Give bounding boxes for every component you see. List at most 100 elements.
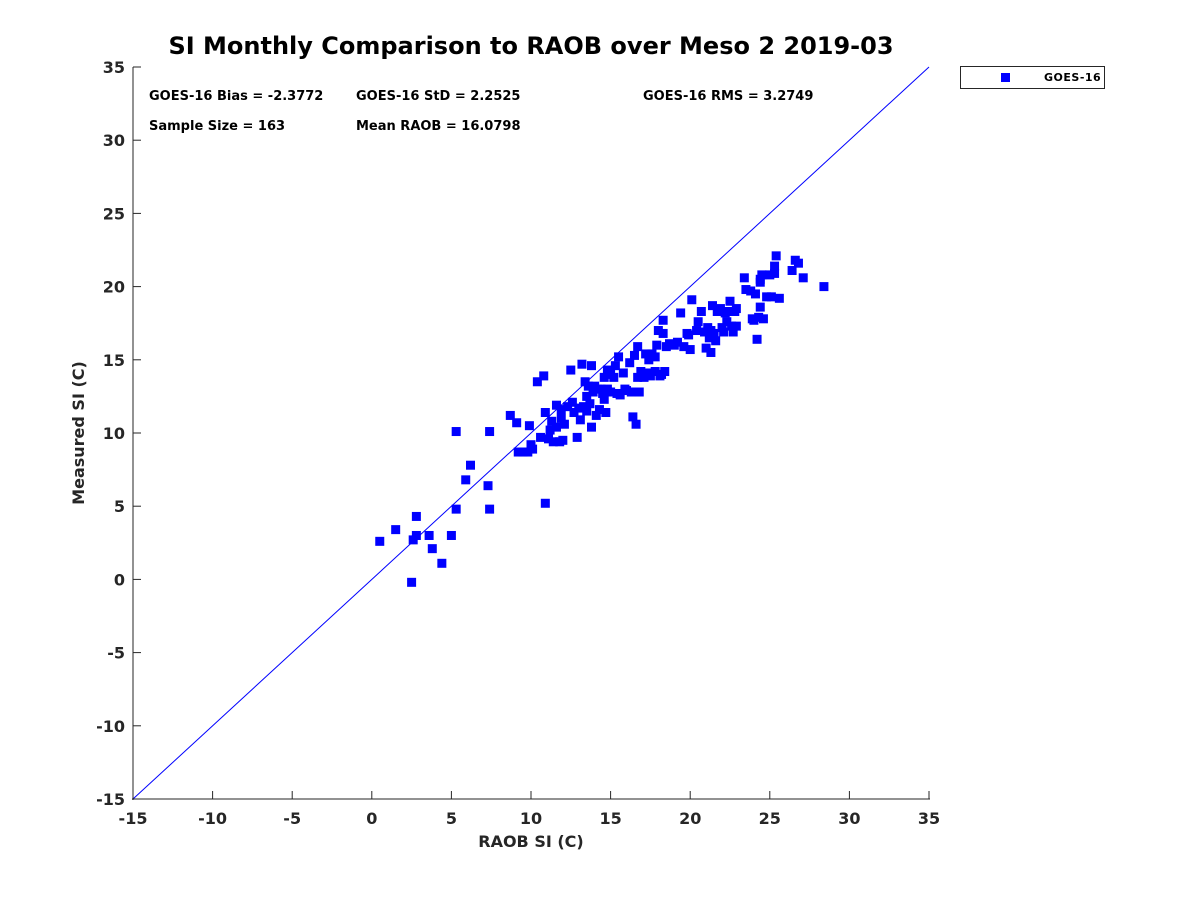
data-point <box>774 293 784 303</box>
data-point <box>658 328 668 338</box>
data-point <box>591 410 601 420</box>
data-point <box>672 337 682 347</box>
data-point <box>551 400 561 410</box>
data-point <box>685 345 695 355</box>
data-point <box>536 432 546 442</box>
data-point <box>427 544 437 554</box>
data-point <box>586 361 596 371</box>
legend-marker-square <box>1001 73 1010 82</box>
data-point <box>687 295 697 305</box>
x-tick-label: -10 <box>198 809 227 828</box>
data-point <box>594 405 604 415</box>
data-point <box>556 413 566 423</box>
data-point <box>606 387 616 397</box>
data-point <box>704 333 714 343</box>
data-point <box>650 352 660 362</box>
data-point <box>599 372 609 382</box>
data-point <box>731 304 741 314</box>
data-point <box>558 435 568 445</box>
data-point <box>615 390 625 400</box>
data-point <box>599 394 609 404</box>
y-tick-label: -5 <box>107 644 125 663</box>
data-point <box>544 434 554 444</box>
x-tick-label: 30 <box>838 809 860 828</box>
data-point <box>696 306 706 316</box>
stat-sample-size: Sample Size = 163 <box>149 119 285 134</box>
data-point <box>711 336 721 346</box>
y-ticks: -15 -10 -5 0 5 10 15 20 25 30 35 <box>96 58 141 809</box>
x-tick-label: -5 <box>283 809 301 828</box>
data-point <box>411 530 421 540</box>
data-point <box>755 302 765 312</box>
data-point <box>609 372 619 382</box>
data-point <box>575 415 585 425</box>
data-point <box>762 292 772 302</box>
data-point <box>629 350 639 360</box>
data-point <box>551 422 561 432</box>
y-tick-label: 0 <box>114 570 125 589</box>
data-point <box>628 412 638 422</box>
data-point <box>722 306 732 316</box>
x-tick-label: 20 <box>679 809 701 828</box>
data-point <box>586 422 596 432</box>
y-tick-label: 30 <box>103 131 125 150</box>
data-point <box>523 447 533 457</box>
data-point <box>715 304 725 314</box>
data-point <box>618 368 628 378</box>
legend-label: GOES-16 <box>1044 71 1101 84</box>
x-tick-label: 15 <box>599 809 621 828</box>
data-point <box>513 447 523 457</box>
y-tick-label: -10 <box>96 717 125 736</box>
y-tick-label: 25 <box>103 204 125 223</box>
x-tick-label: -15 <box>119 809 148 828</box>
data-point <box>770 268 780 278</box>
data-point <box>722 317 732 327</box>
data-point <box>547 416 557 426</box>
data-point <box>728 327 738 337</box>
one-to-one-line <box>132 66 930 800</box>
data-point <box>582 406 592 416</box>
data-point <box>610 361 620 371</box>
x-tick-label: 0 <box>366 809 377 828</box>
data-point <box>407 577 417 587</box>
data-point <box>567 397 577 407</box>
data-point <box>598 388 608 398</box>
data-point <box>634 387 644 397</box>
x-axis-label: RAOB SI (C) <box>478 832 583 851</box>
data-point <box>707 301 717 311</box>
data-point <box>739 273 749 283</box>
data-point <box>524 421 534 431</box>
data-point <box>540 498 550 508</box>
x-ticks: -15 -10 -5 0 5 10 15 20 25 30 35 <box>119 791 940 828</box>
data-point <box>451 504 461 514</box>
data-point <box>679 342 689 352</box>
data-point <box>466 460 476 470</box>
data-point <box>518 447 528 457</box>
data-point <box>391 525 401 535</box>
data-point <box>770 261 780 271</box>
data-point <box>485 427 495 437</box>
data-point <box>540 408 550 418</box>
data-point <box>644 355 654 365</box>
data-point <box>787 265 797 275</box>
data-point <box>765 270 775 280</box>
data-point <box>548 437 558 447</box>
data-point <box>771 251 781 261</box>
data-point <box>719 327 729 337</box>
data-point <box>766 292 776 302</box>
data-point <box>566 365 576 375</box>
stat-rms: GOES-16 RMS = 3.2749 <box>643 89 813 104</box>
data-point <box>626 387 636 397</box>
data-point <box>446 530 456 540</box>
data-point <box>539 371 549 381</box>
data-point <box>485 504 495 514</box>
y-tick-label: 35 <box>103 58 125 77</box>
x-tick-label: 25 <box>759 809 781 828</box>
data-point <box>641 349 651 359</box>
data-point <box>798 273 808 283</box>
chart-title: SI Monthly Comparison to RAOB over Meso … <box>168 32 893 60</box>
stat-std: GOES-16 StD = 2.2525 <box>356 89 520 104</box>
data-point <box>645 371 655 381</box>
data-point <box>614 352 624 362</box>
data-point <box>706 347 716 357</box>
